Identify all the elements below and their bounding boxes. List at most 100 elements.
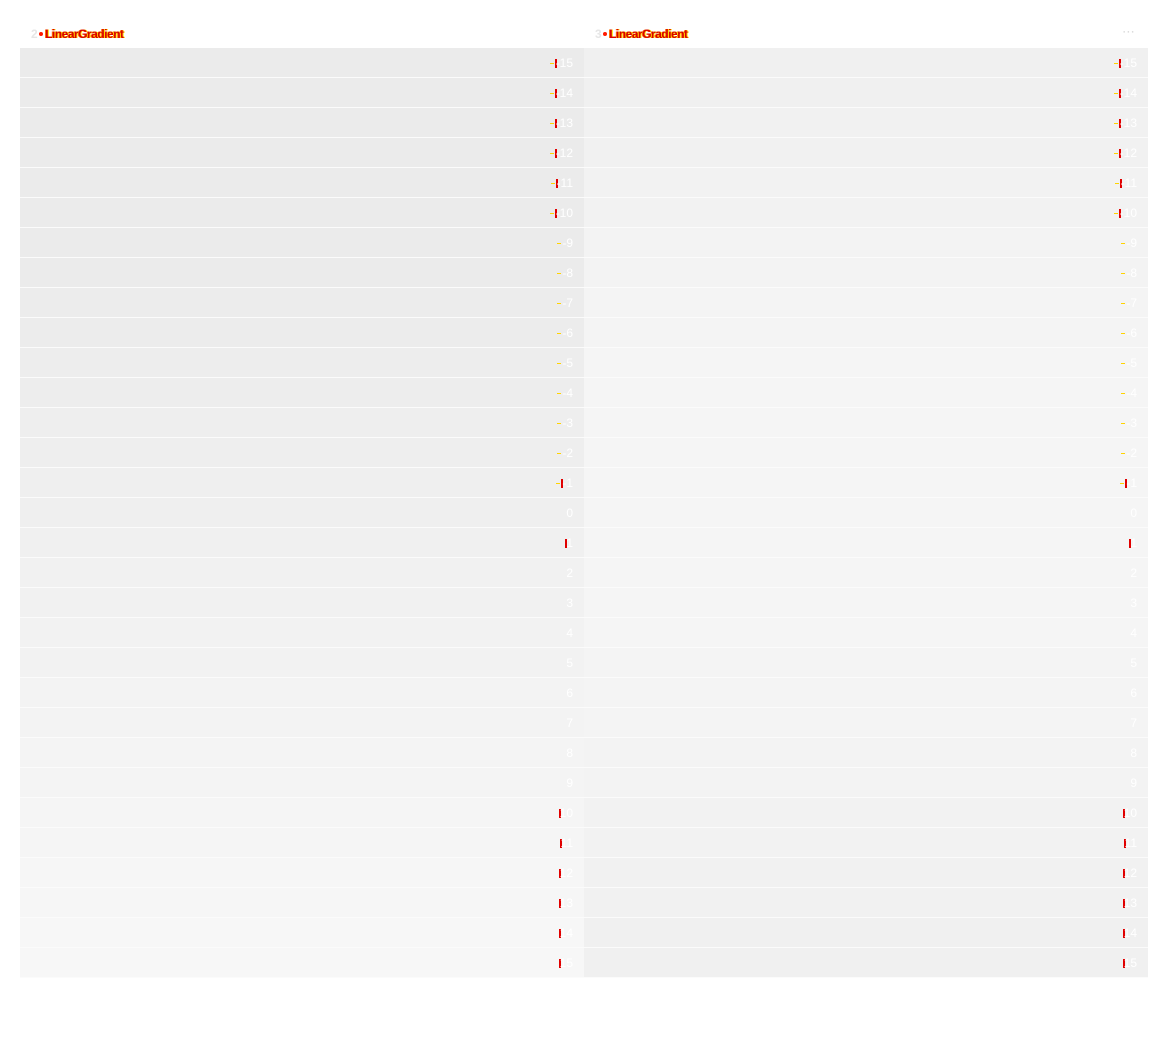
row-value-text: -8 (562, 266, 573, 280)
row-value: -4 (557, 386, 573, 400)
row-value: -12 (549, 146, 573, 160)
row-value-text: 0 (1130, 506, 1137, 520)
list-row: -9 (584, 228, 1148, 258)
list-row: -11 (584, 168, 1148, 198)
digit-mark-icon (559, 839, 562, 849)
minus-mark-icon (549, 213, 554, 215)
row-value: 13 (558, 896, 573, 910)
row-value: -10 (549, 206, 573, 220)
digit-mark-icon (1122, 809, 1125, 819)
value-list: -15 -14 -13 -12 -11 -10 -9 -8 -7 -6 -5 -4 -3 -2 -1 0 1 2 3… (20, 48, 584, 978)
list-row: 13 (20, 888, 584, 918)
more-dots-icon[interactable]: ⋯ (1122, 24, 1136, 39)
row-value-text: -9 (562, 236, 573, 250)
digit-mark-icon (1122, 899, 1125, 909)
row-value: 8 (1130, 746, 1137, 760)
list-row: -3 (20, 408, 584, 438)
digit-mark-icon (1122, 869, 1125, 879)
list-row: 3 (20, 588, 584, 618)
digit-mark-icon (554, 59, 557, 69)
row-value-text: -15 (555, 56, 573, 70)
digit-mark-icon (1118, 149, 1121, 159)
panel-number: 3 (595, 27, 602, 41)
list-row: 9 (20, 768, 584, 798)
panel-title: 2 LinearGradient (31, 27, 124, 41)
row-value: 0 (1130, 506, 1137, 520)
list-row: 4 (20, 618, 584, 648)
row-value-text: 2 (1130, 566, 1137, 580)
row-value-text: 11 (560, 836, 573, 850)
row-value-text: -15 (1119, 56, 1137, 70)
digit-mark-icon (1118, 209, 1121, 219)
minus-mark-icon (1113, 93, 1118, 95)
row-value-text: 6 (566, 686, 573, 700)
digit-mark-icon (554, 89, 557, 99)
row-value: 9 (566, 776, 573, 790)
minus-mark-icon (557, 303, 562, 305)
list-row: -4 (20, 378, 584, 408)
row-value-text: -10 (1119, 206, 1137, 220)
row-value: 11 (1123, 836, 1137, 850)
digit-mark-icon (1118, 89, 1121, 99)
row-value-text: 1 (1130, 536, 1137, 550)
row-value-text: -7 (1126, 296, 1137, 310)
row-value-text: 7 (566, 716, 573, 730)
row-value: -6 (557, 326, 573, 340)
list-row: -1 (584, 468, 1148, 498)
row-value: 3 (1130, 596, 1137, 610)
digit-mark-icon (558, 869, 561, 879)
row-value-text: -4 (1126, 386, 1137, 400)
row-value: -13 (1113, 116, 1137, 130)
row-value-text: -11 (556, 176, 573, 190)
digit-mark-icon (1123, 839, 1126, 849)
list-row: 6 (584, 678, 1148, 708)
row-value: -14 (549, 86, 573, 100)
row-value: -9 (1121, 236, 1137, 250)
list-row: -12 (20, 138, 584, 168)
list-row: 1 (20, 528, 584, 558)
row-value: -6 (1121, 326, 1137, 340)
list-row: -5 (584, 348, 1148, 378)
minus-mark-icon (1113, 213, 1118, 215)
panel-title-text: LinearGradient (609, 27, 688, 41)
digit-mark-icon (554, 119, 557, 129)
panel-title-text: LinearGradient (45, 27, 124, 41)
list-row: -14 (584, 78, 1148, 108)
list-row: -4 (584, 378, 1148, 408)
row-value-text: -10 (555, 206, 573, 220)
list-row: -13 (20, 108, 584, 138)
list-row: 5 (20, 648, 584, 678)
row-value-text: 8 (1130, 746, 1137, 760)
minus-mark-icon (557, 423, 562, 425)
list-row: 11 (584, 828, 1148, 858)
list-row: -9 (20, 228, 584, 258)
list-row: 4 (584, 618, 1148, 648)
right-gradient-panel: 3 LinearGradient ⋯ -15 -14 -13 -12 -11 -10 -9 -8… (584, 18, 1148, 978)
list-row: -3 (584, 408, 1148, 438)
list-row: 7 (20, 708, 584, 738)
digit-mark-icon (1122, 959, 1125, 969)
row-value: 5 (566, 656, 573, 670)
row-value-text: -3 (1126, 416, 1137, 430)
row-value: 10 (558, 806, 573, 820)
panel-title: 3 LinearGradient (595, 27, 688, 41)
row-value: 8 (566, 746, 573, 760)
row-value-text: 12 (1123, 866, 1137, 880)
minus-mark-icon (557, 393, 562, 395)
row-value: 10 (1122, 806, 1137, 820)
list-row: 14 (20, 918, 584, 948)
digit-mark-icon (558, 899, 561, 909)
row-value-text: -3 (562, 416, 573, 430)
row-value: -4 (1121, 386, 1137, 400)
list-row: -2 (584, 438, 1148, 468)
row-value: -8 (557, 266, 573, 280)
digit-mark-icon (1118, 59, 1121, 69)
row-value-text: 13 (559, 896, 573, 910)
list-row: -7 (584, 288, 1148, 318)
minus-mark-icon (1121, 423, 1126, 425)
minus-mark-icon (557, 273, 562, 275)
row-value: -15 (1113, 56, 1137, 70)
row-value-text: -2 (562, 446, 573, 460)
digit-mark-icon (558, 809, 561, 819)
minus-mark-icon (549, 63, 554, 65)
